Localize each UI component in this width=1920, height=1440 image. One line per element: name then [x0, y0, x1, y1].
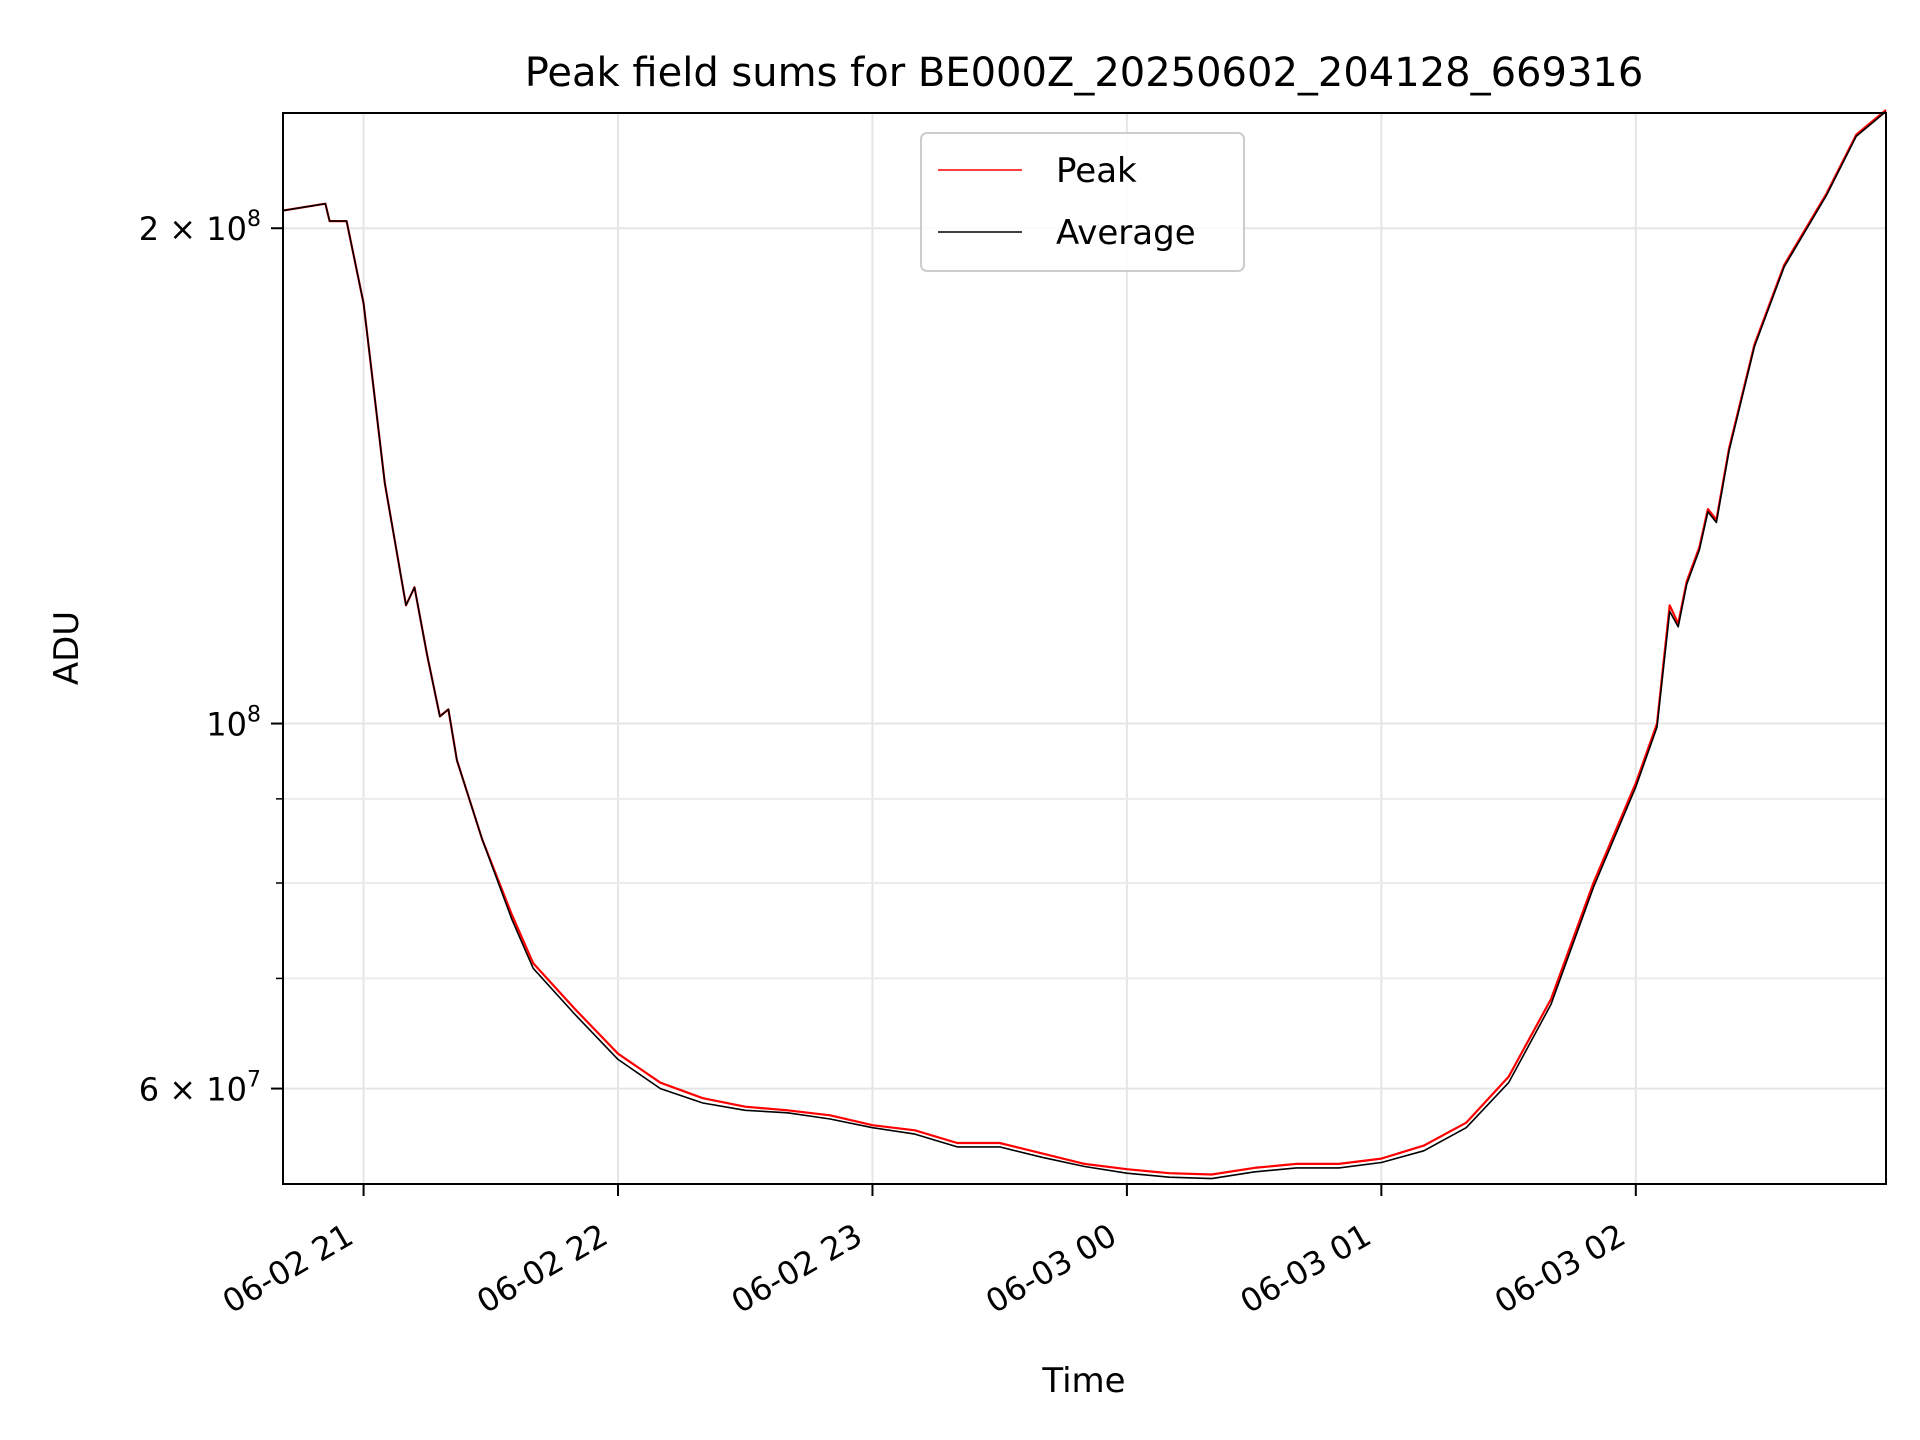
legend: Peak Average — [920, 132, 1245, 272]
x-axis-label: Time — [1041, 1361, 1125, 1401]
y-tick-label: 2 × 108 — [139, 207, 261, 248]
legend-label-average: Average — [1056, 213, 1196, 253]
y-axis-ticks: 6 × 107 108 2 × 108 — [139, 207, 283, 1109]
grid-lines — [283, 113, 1886, 1184]
legend-frame — [920, 132, 1245, 272]
legend-label-peak: Peak — [1056, 151, 1137, 191]
y-tick-label: 108 — [206, 703, 261, 744]
y-tick-label: 6 × 107 — [139, 1068, 261, 1109]
chart-title: Peak field sums for BE000Z_20250602_2041… — [525, 50, 1644, 96]
plot-area-frame — [282, 112, 1887, 1185]
y-axis-label: ADU — [47, 611, 87, 685]
series-line-average — [282, 110, 1887, 1180]
series-layer — [282, 109, 1887, 1180]
